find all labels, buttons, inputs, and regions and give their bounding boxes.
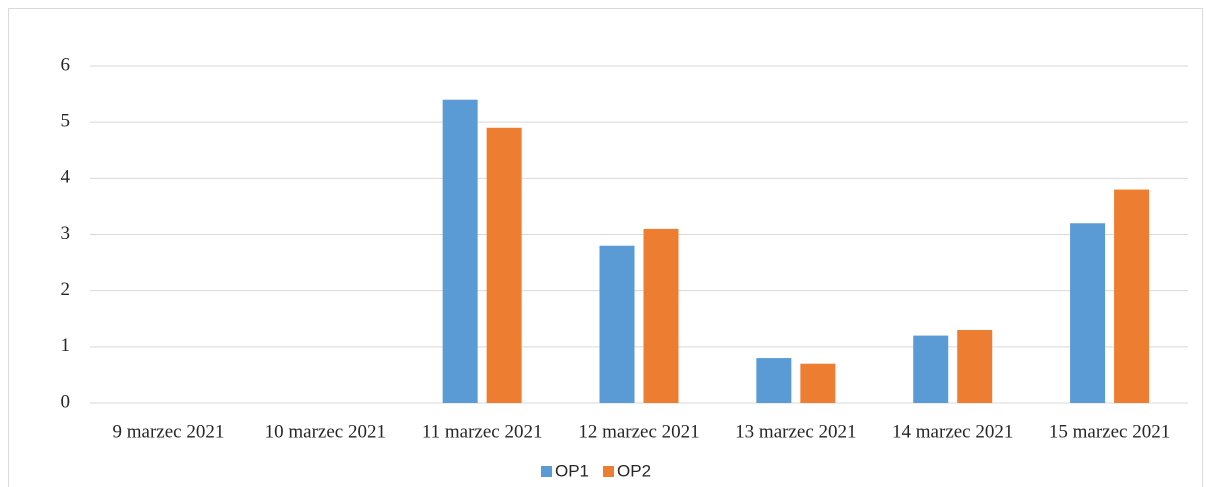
legend-swatch: [603, 466, 615, 477]
y-tick-label: 6: [61, 54, 71, 75]
x-tick-label: 12 marzec 2021: [578, 421, 699, 442]
x-tick-label: 9 marzec 2021: [113, 421, 225, 442]
x-tick-label: 14 marzec 2021: [892, 421, 1013, 442]
x-tick-label: 13 marzec 2021: [735, 421, 856, 442]
y-tick-label: 1: [61, 335, 71, 356]
bar: [486, 127, 522, 404]
bar: [1114, 189, 1150, 403]
legend-label: OP2: [617, 461, 651, 480]
bar: [442, 99, 478, 403]
y-tick-label: 3: [61, 223, 71, 244]
x-tick-label: 10 marzec 2021: [265, 421, 386, 442]
chart-frame: [8, 8, 1203, 487]
bar: [1070, 223, 1106, 403]
bar: [957, 329, 993, 403]
x-tick-label: 15 marzec 2021: [1049, 421, 1170, 442]
bar: [643, 228, 679, 403]
bar: [756, 358, 792, 403]
x-tick-label: 11 marzec 2021: [422, 421, 543, 442]
y-tick-label: 0: [61, 391, 71, 412]
y-tick-label: 5: [61, 111, 71, 132]
bar: [913, 335, 949, 403]
bar: [800, 363, 836, 403]
bar: [599, 245, 635, 403]
y-tick-label: 4: [61, 167, 71, 188]
legend-swatch: [541, 466, 552, 477]
y-tick-label: 2: [61, 279, 71, 300]
legend-label: OP1: [555, 461, 589, 480]
